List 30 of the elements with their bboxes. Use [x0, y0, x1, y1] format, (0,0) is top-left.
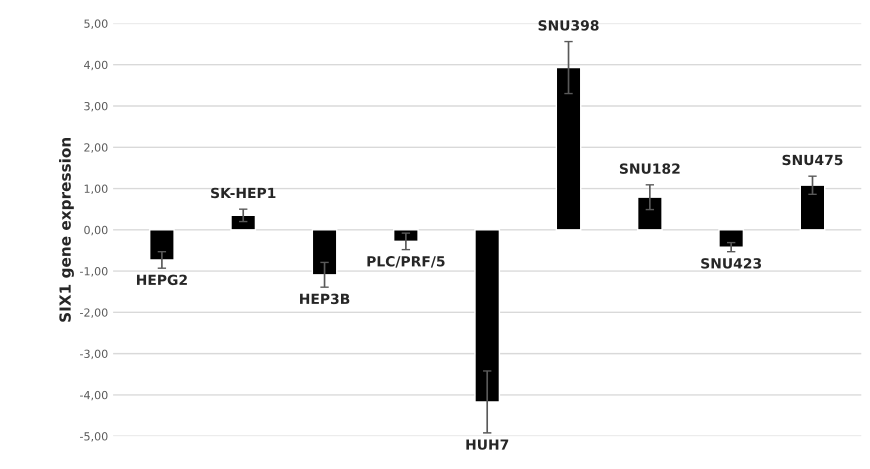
- y-tick-label: 2,00: [84, 143, 108, 153]
- bar: [230, 214, 256, 231]
- bar: [636, 196, 663, 231]
- x-tick-label: SNU423: [701, 258, 762, 269]
- x-tick-label: HEPG2: [136, 274, 187, 286]
- bar: [312, 229, 338, 276]
- y-tick-label: -4,00: [80, 390, 108, 400]
- x-tick-label: SNU398: [538, 20, 599, 31]
- bar: [800, 184, 826, 231]
- x-tick-label: SK-HEP1: [211, 188, 276, 198]
- y-tick-label: 4,00: [84, 60, 108, 70]
- bar: [149, 229, 175, 261]
- x-tick-label: SNU475: [782, 154, 842, 166]
- x-tick-label: HUH7: [466, 439, 508, 450]
- x-tick-label: HEP3B: [300, 294, 350, 304]
- y-tick-label: -3,00: [80, 350, 108, 360]
- bar: [556, 66, 582, 231]
- x-tick-label: SNU182: [620, 163, 680, 174]
- y-tick-label: -2,00: [80, 308, 108, 318]
- y-tick-label: 0,00: [84, 226, 108, 236]
- bar: [718, 229, 744, 248]
- y-tick-label: -5,00: [80, 432, 108, 442]
- x-tick-label: PLC/PRF/5: [367, 256, 445, 268]
- y-tick-label: -1,00: [80, 267, 108, 277]
- bar: [474, 229, 500, 403]
- y-axis-title: SIX1 gene expression: [59, 138, 74, 322]
- y-tick-label: 5,00: [84, 19, 108, 29]
- y-tick-label: 3,00: [84, 102, 108, 112]
- y-tick-label: 1,00: [84, 184, 108, 194]
- bar: [392, 229, 419, 242]
